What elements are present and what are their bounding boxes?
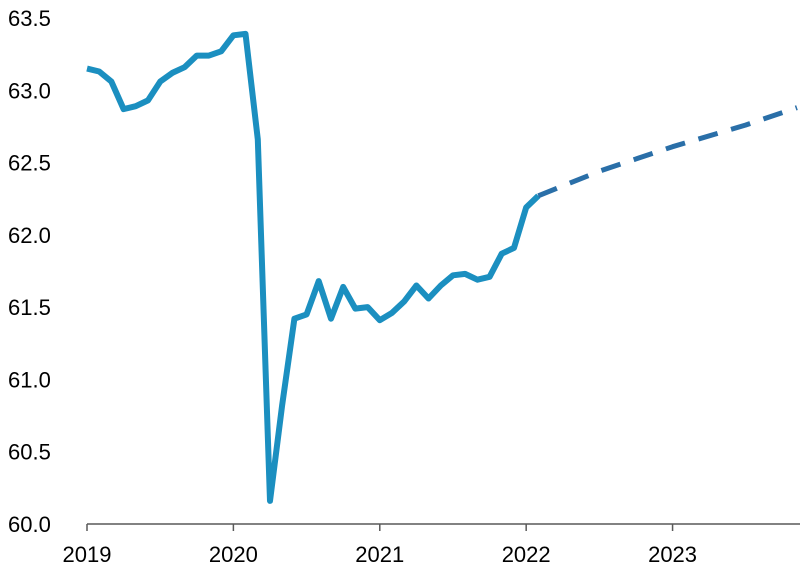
x-axis [86, 523, 800, 531]
y-tick-label: 60.0 [8, 512, 51, 537]
y-tick-label: 60.5 [8, 440, 51, 465]
y-tick-label: 63.0 [8, 78, 51, 103]
actual-line [86, 30, 541, 504]
x-tick-label: 2022 [502, 542, 551, 567]
y-tick-label: 61.0 [8, 367, 51, 392]
y-tick-label: 63.5 [8, 6, 51, 31]
y-tick-labels: 60.0 60.5 61.0 61.5 62.0 62.5 63.0 63.5 [8, 6, 51, 537]
y-tick-label: 61.5 [8, 295, 51, 320]
x-tick-labels: 2019 2020 2021 2022 2023 [63, 542, 698, 567]
x-tick-label: 2023 [648, 542, 697, 567]
x-tick-label: 2020 [209, 542, 258, 567]
x-tick-label: 2021 [355, 542, 404, 567]
x-tick-label: 2019 [63, 542, 112, 567]
y-tick-label: 62.0 [8, 223, 51, 248]
y-tick-label: 62.5 [8, 151, 51, 176]
projection-line [537, 105, 798, 199]
series-layer [86, 30, 798, 504]
